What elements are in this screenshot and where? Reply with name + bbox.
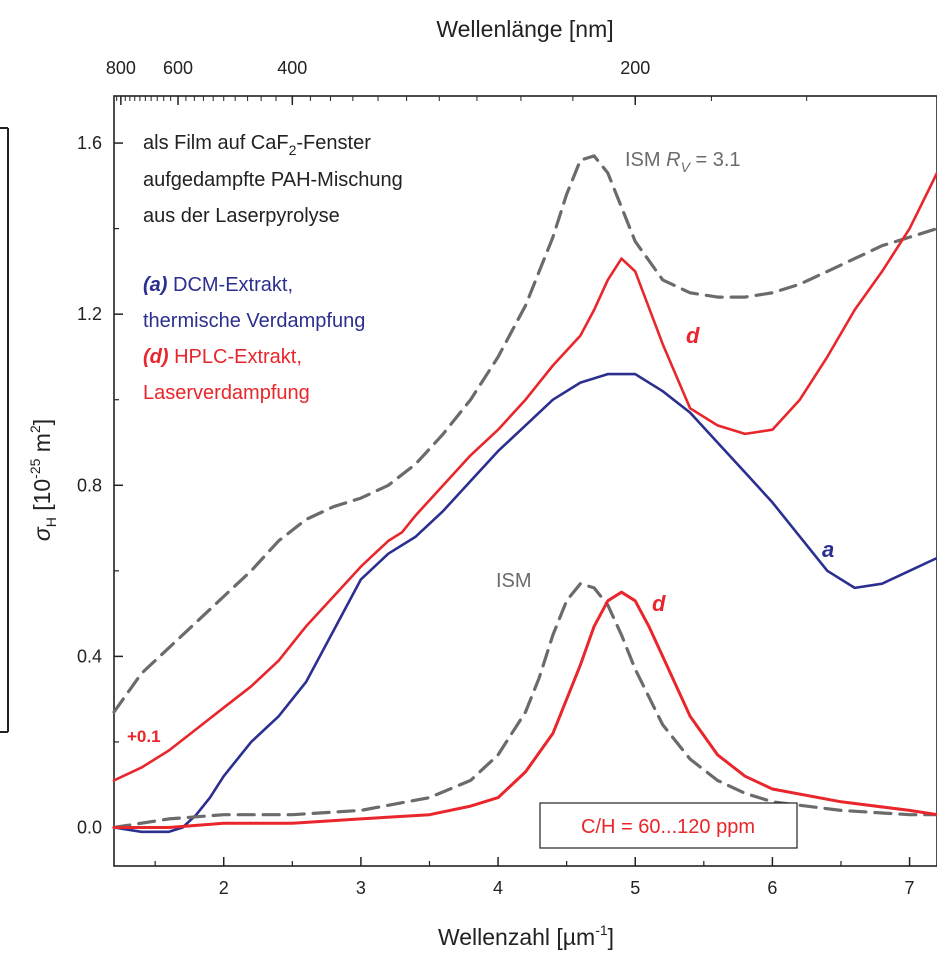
ratio-box: C/H = 60...120 ppm: [539, 802, 798, 849]
x-axis-ticks: 2 3 4 5 6 7: [219, 857, 915, 898]
y-tick-label: 1.2: [77, 304, 102, 324]
top-tick-label: 800: [106, 58, 136, 78]
y-tick-label: 0.8: [77, 475, 102, 495]
svg-text:(d) HPLC-Extrakt,: (d) HPLC-Extrakt,: [143, 346, 302, 368]
x-tick-label: 4: [493, 878, 503, 898]
y-tick-label: 0.0: [77, 818, 102, 838]
svg-text:σH [10-25 m2]: σH [10-25 m2]: [27, 419, 59, 541]
svg-text:als Film auf CaF2-Fenster: als Film auf CaF2-Fenster: [143, 132, 371, 158]
svg-text:aus der Laserpyrolyse: aus der Laserpyrolyse: [143, 205, 340, 227]
top-tick-label: 200: [620, 58, 650, 78]
svg-text:aufgedampfte PAH-Mischung: aufgedampfte PAH-Mischung: [143, 169, 403, 191]
svg-text:C/H = 60...120 ppm: C/H = 60...120 ppm: [581, 816, 755, 838]
series-curve-a: [112, 372, 937, 834]
curves-layer: [112, 154, 937, 834]
y-tick-label: 0.4: [77, 646, 102, 666]
cropped-left-ruler: [0, 127, 9, 733]
series-lorentz-d: [112, 590, 937, 829]
top-tick-label: 400: [277, 58, 307, 78]
legend-a: (a) DCM-Extrakt, thermische Verdampfung: [143, 274, 365, 332]
y-axis-ticks: 0.0 0.4 0.8 1.2 1.6: [77, 133, 123, 838]
x-tick-label: 5: [630, 878, 640, 898]
x-tick-label: 7: [905, 878, 915, 898]
x-tick-label: 3: [356, 878, 366, 898]
ism-bottom-label: ISM: [496, 570, 532, 592]
offset-label: +0.1: [127, 727, 161, 746]
series-ism-rv31: [112, 154, 937, 714]
svg-text:thermische Verdampfung: thermische Verdampfung: [143, 310, 365, 332]
series-ism-bottom: [112, 582, 937, 830]
x-axis-minor-ticks: [154, 861, 842, 866]
svg-text:(a) DCM-Extrakt,: (a) DCM-Extrakt,: [143, 274, 293, 296]
top-tick-label: 600: [163, 58, 193, 78]
x-tick-label: 6: [767, 878, 777, 898]
ism-rv-label: ISM RV = 3.1: [625, 149, 741, 175]
curve-label-a: a: [822, 537, 834, 562]
svg-text:Laserverdampfung: Laserverdampfung: [143, 382, 310, 404]
series-curve-d: [112, 171, 937, 782]
curve-label-d-upper: d: [686, 323, 700, 348]
header-text: als Film auf CaF2-Fenster aufgedampfte P…: [143, 132, 403, 227]
y-tick-label: 1.6: [77, 133, 102, 153]
legend-d: (d) HPLC-Extrakt, Laserverdampfung: [143, 346, 310, 404]
x-tick-label: 2: [219, 878, 229, 898]
top-axis-ticks: 800 600 400 200: [106, 58, 808, 105]
top-axis-title: Wellenlänge [nm]: [436, 16, 613, 42]
curve-label-d-lower: d: [652, 591, 666, 616]
x-axis-title: Wellenzahl [µm-1]: [438, 922, 614, 950]
y-axis-minor-ticks: [114, 228, 119, 743]
plot-frame: [113, 95, 937, 867]
y-axis-title: σH [10-25 m2]: [27, 419, 59, 541]
